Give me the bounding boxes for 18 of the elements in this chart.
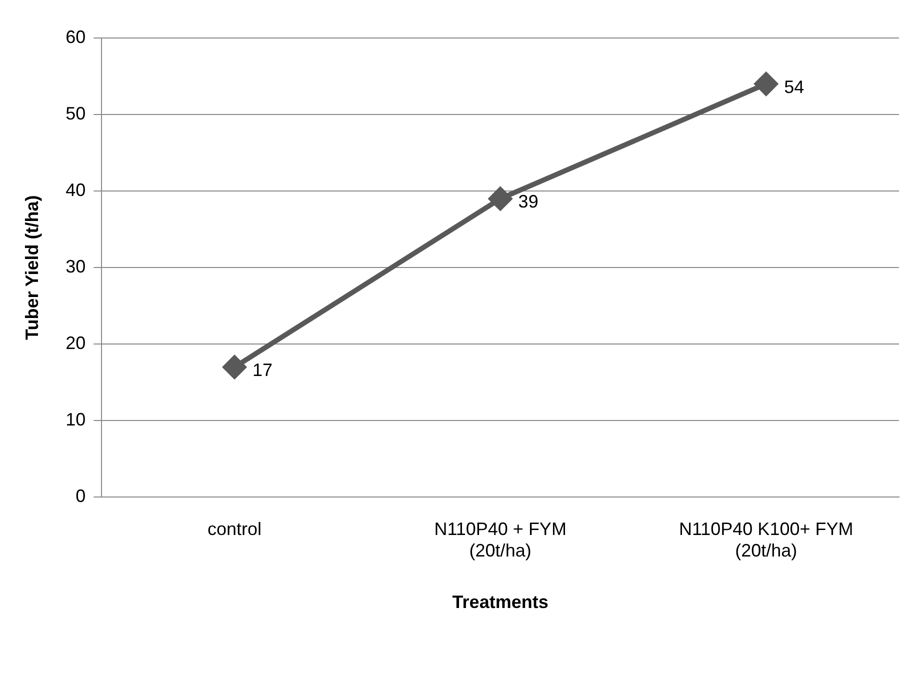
data-label: 39: [518, 192, 538, 212]
data-label: 54: [784, 76, 804, 97]
x-axis-title: Treatments: [452, 592, 548, 612]
point: [223, 356, 246, 379]
y-tick-label: 20: [66, 333, 86, 354]
data-label: 17: [252, 360, 273, 380]
y-tick-label: 10: [66, 410, 86, 430]
point: [488, 187, 512, 210]
y-tick-label: 50: [66, 104, 86, 124]
point: [754, 72, 778, 96]
x-tick-label: control: [208, 518, 262, 539]
x-tick-label: N110P40 K100+ FYM (20t/ha): [678, 518, 854, 561]
y-tick-label: 60: [66, 26, 86, 47]
x-tick-label: N110P40 + FYM (20t/ha): [434, 518, 566, 561]
y-axis-title: Tuber Yield (t/ha): [22, 195, 42, 340]
y-tick-label: 0: [76, 486, 86, 506]
y-tick-label: 40: [66, 180, 86, 200]
y-tick-label: 30: [66, 256, 86, 277]
